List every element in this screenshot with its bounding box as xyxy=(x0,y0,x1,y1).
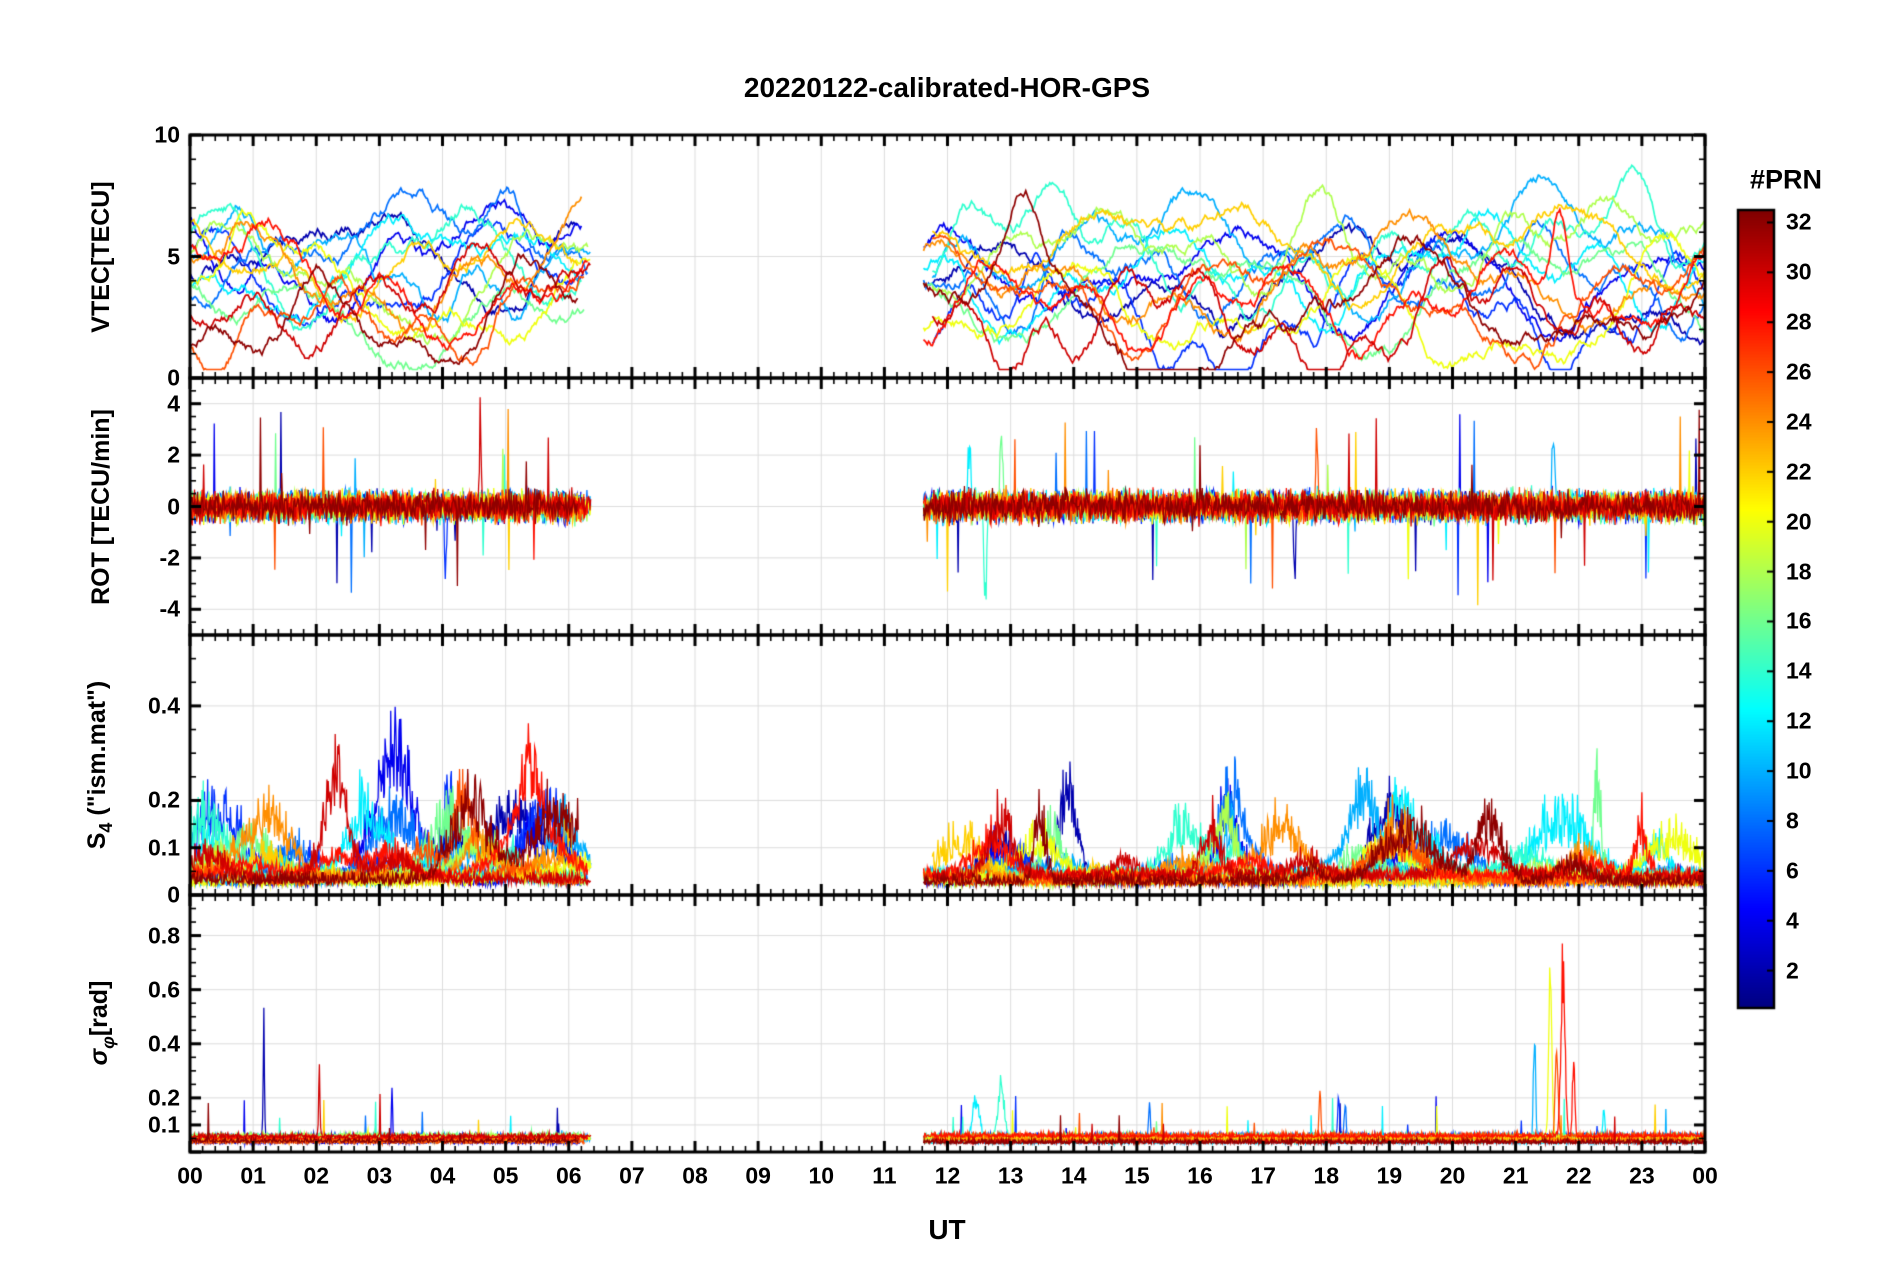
y-axis-label-text: σ xyxy=(85,1048,113,1066)
y-axis-label-sigma-phi: σφ[rad] xyxy=(85,981,119,1066)
y-axis-label-text: S xyxy=(83,832,111,850)
y-axis-label-text: ROT [TECU/min] xyxy=(87,409,115,605)
y-axis-label-text: [rad] xyxy=(85,980,113,1037)
y-axis-label-s4: S4 ("ism.mat") xyxy=(83,681,117,850)
y-axis-label-vtec: VTEC[TECU] xyxy=(87,181,121,332)
chart-title: 20220122-calibrated-HOR-GPS xyxy=(743,72,1151,103)
y-axis-label-text: ("ism.mat") xyxy=(83,680,111,823)
y-axis-label-subscript: φ xyxy=(98,1036,118,1049)
y-axis-label-subscript: 4 xyxy=(96,822,116,833)
x-axis-label: UT xyxy=(928,1214,966,1245)
y-axis-label-rot: ROT [TECU/min] xyxy=(87,409,121,605)
colorbar-title: #PRN xyxy=(1749,164,1823,195)
y-axis-label-text: VTEC[TECU] xyxy=(87,181,115,333)
